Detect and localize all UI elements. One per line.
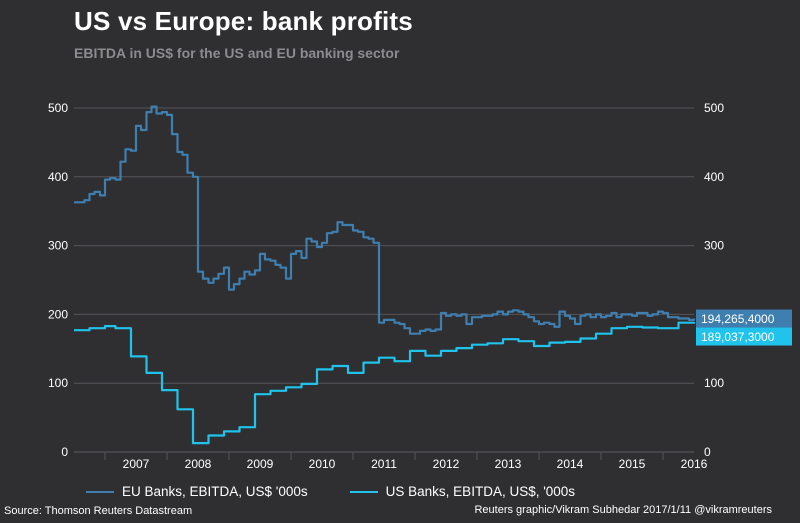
us-end-label-box	[696, 327, 792, 346]
eu-end-label-box	[696, 309, 792, 328]
y-tick-label-right: 500	[704, 101, 724, 115]
eu-end-label-text: 194,265,4000	[701, 312, 775, 326]
page-subtitle: EBITDA in US$ for the US and EU banking …	[74, 45, 400, 61]
legend-label-eu: EU Banks, EBITDA, US$ '000s	[122, 484, 308, 499]
x-tick-label: 2008	[185, 457, 212, 471]
y-axis-left: 0 100 200 300 400 500	[48, 101, 68, 459]
legend-item-eu: EU Banks, EBITDA, US$ '000s	[86, 484, 308, 499]
legend-swatch-us	[349, 490, 378, 493]
x-tick-label: 2013	[495, 457, 522, 471]
end-labels: 194,265,4000 189,037,3000	[696, 309, 792, 346]
y-tick-label-left: 0	[61, 445, 68, 459]
source-note: Source: Thomson Reuters Datastream	[4, 505, 193, 517]
eu-end-label: 194,265,4000	[696, 309, 792, 328]
page-title: US vs Europe: bank profits	[74, 6, 413, 36]
y-tick-label-left: 400	[48, 170, 68, 184]
y-tick-label-left: 200	[48, 307, 68, 321]
x-axis: 2007 2008 2009 2010 2011 2012 2013 2014 2015 2016	[104, 452, 708, 471]
us-end-label-text: 189,037,3000	[701, 330, 775, 344]
legend-label-us: US Banks, EBITDA, US$, '000s	[385, 484, 576, 499]
y-tick-label-right: 100	[704, 376, 724, 390]
us-series-line	[74, 321, 696, 445]
x-tick-label: 2010	[309, 457, 336, 471]
x-tick-label: 2016	[681, 457, 708, 471]
y-tick-label-right: 400	[704, 170, 724, 184]
legend: EU Banks, EBITDA, US$ '000s US Banks, EB…	[86, 484, 617, 499]
legend-item-us: US Banks, EBITDA, US$, '000s	[349, 484, 576, 499]
credit-note: Reuters graphic/Vikram Subhedar 2017/1/1…	[474, 504, 772, 516]
x-tick-label: 2014	[557, 457, 584, 471]
x-tick-label: 2007	[123, 457, 150, 471]
gridlines	[74, 107, 694, 453]
x-tick-label: 2015	[619, 457, 646, 471]
y-tick-label-left: 100	[48, 376, 68, 390]
x-tick-label: 2012	[433, 457, 460, 471]
series-layer	[74, 105, 696, 445]
eu-series-line	[74, 105, 696, 335]
legend-swatch-eu	[86, 490, 114, 493]
y-tick-label-right: 300	[704, 239, 724, 253]
y-tick-label-left: 500	[48, 101, 68, 115]
x-tick-label: 2009	[247, 457, 274, 471]
us-end-label: 189,037,3000	[696, 327, 792, 346]
y-tick-label-left: 300	[48, 239, 68, 253]
x-tick-label: 2011	[371, 457, 397, 471]
y-tick-label-right: 0	[704, 445, 711, 459]
